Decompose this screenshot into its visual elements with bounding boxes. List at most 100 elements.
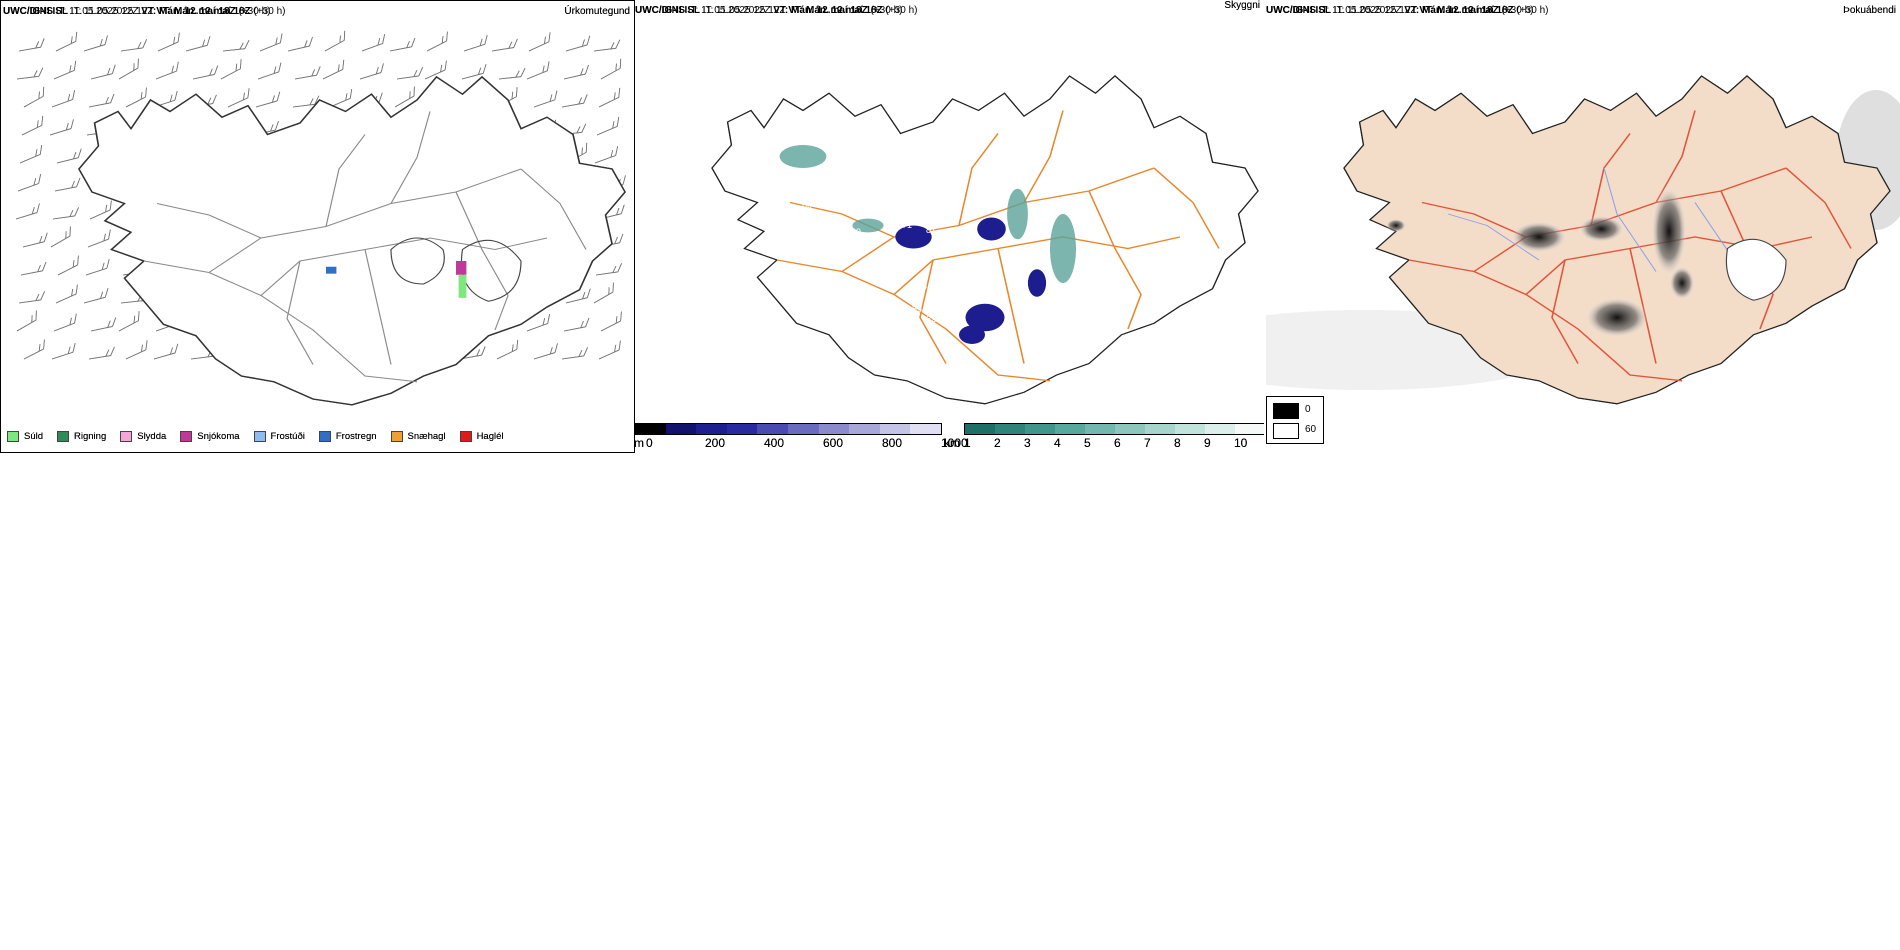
fog-panel-title: Þokuábendi [1843,5,1896,16]
legend-label: Snjókoma [197,431,240,442]
cloudbase-panel-header: UWC/IG-IS IT: 11.05.2025 12Z VT: Mán. 12… [635,5,902,16]
cb-value-label: 62 [926,314,936,324]
colorbar-m [634,423,942,435]
legend-label: Snjókoma [197,431,240,442]
cb-value-label: 94 [878,246,888,256]
colorbar-km-tick: 4 [1054,436,1061,450]
header-model: UWC/IG-IS [1266,5,1316,16]
colorbar-m-tick: 0 [646,436,653,450]
legend-label: Snæhagl [407,431,446,442]
legend-label: Haglél [476,431,504,442]
header-valid-time: Mán. 12.maí 18Z [791,5,868,16]
header-valid-time: Mán. 12.maí 18Z [174,6,251,17]
header-model: UWC/DINI ISL [3,6,68,17]
colorbar-km-unit: km [944,436,960,450]
colorbar-m-tick: 1000 [941,436,968,450]
cb-value-label: 715 [944,192,959,202]
legend-swatch [318,431,331,442]
colorbar-km-tick: 10 [1234,436,1248,450]
header-lead: (+30 h) [238,6,271,17]
legend-swatch [390,431,403,442]
colorbar-km-tick: 3 [1024,436,1031,450]
precip-cell-snow [455,261,467,275]
cb-value-label: 878 [912,281,927,291]
colorbar-km-tick: 4 [1054,436,1061,450]
colorbar-m-tick: 0 [646,436,653,450]
legend-label: Rigning [74,431,107,442]
legend-swatch [120,431,133,442]
header-lead: (+30 h) [885,5,918,16]
colorbar-m-tick: 400 [764,436,785,450]
header-init-time: 11.05.2025 12Z [1332,5,1402,16]
header-model: UWC/DINI ISL [635,5,700,16]
header-vt-label: VT: [156,6,172,17]
header-vt-label: VT: [141,6,157,17]
colorbar-km-tick: 9 [1204,436,1211,450]
cb-value-label: 75 [932,288,942,298]
header-model: UWC/DINI ISL [1266,5,1331,16]
colorbar-m-tick: 800 [882,436,903,450]
fog-map [1266,75,1900,405]
colorbar-km-tick: 1 [964,436,971,450]
cloudbase-panel-header: UWC/DINI ISL IT: 11.05.2025 12Z VT: Mán.… [635,5,917,16]
header-model: UWC/IG-IS [635,5,685,16]
legend-label: Slydda [137,431,167,442]
legend-item: Snæhagl [390,431,446,442]
header-valid-time: Mán. 12.maí 18Z [1422,5,1499,16]
fog-panel-header: UWC/IG-IS IT: 11.05.2025 12Z VT: Mán. 12… [1266,5,1533,16]
colorbar-m-tick: 600 [823,436,844,450]
colorbar-m-tick: 800 [882,436,903,450]
colorbar-km-tick: 8 [1174,436,1181,450]
header-it-label: IT: [1333,5,1345,16]
fog-legend: 0 60 [1266,396,1324,444]
legend-item: Súld [7,431,43,442]
colorbar-km-tick: 2 [994,436,1001,450]
legend-swatch [57,431,70,442]
precip-map [15,30,626,406]
colorbar-km-tick: 5 [1084,436,1091,450]
legend-item: Frostregn [318,431,377,442]
header-it-label: IT: [702,5,714,16]
header-init-time: 11.05.2025 12Z [1347,5,1417,16]
legend-label: Súld [24,431,44,442]
header-vt-label: VT: [773,5,789,16]
legend-item: Rigning [57,431,106,442]
fog-legend-dark-label: 0 [1305,404,1311,415]
precip-panel-header: UWC/DINI ISL IT: 11.05.2025 12Z VT: Mán.… [3,6,285,17]
header-vt-label: VT: [788,5,804,16]
cb-value-label: 49 [851,227,861,237]
fog-panel-header: UWC/DINI ISL IT: 11.05.2025 12Z VT: Mán.… [1266,5,1548,16]
colorbar-km-tick: 9 [1204,436,1211,450]
header-lead: (+30 h) [253,6,286,17]
legend-label: Frostúði [270,431,305,442]
header-init-time: 11.05.2025 12Z [69,6,139,17]
colorbar-m-tick: 1000 [941,436,968,450]
header-lead: (+30 h) [870,5,903,16]
colorbar-km-tick: 3 [1024,436,1031,450]
legend-label: Frostregn [335,431,377,442]
cloudbase-map: 715 71 94 81 49 190 878 75 55 62 44 66 [711,75,1259,405]
header-lead: (+30 h) [1516,5,1549,16]
legend-item: Frostúði [253,431,305,442]
colorbar-m-tick: 600 [823,436,844,450]
colorbar-km [964,423,1264,435]
colorbar-m-tick: 200 [705,436,726,450]
header-it-label: IT: [687,5,699,16]
legend-label: Haglél [476,431,504,442]
colorbar-km-tick: 7 [1144,436,1151,450]
precip-legend: Súld Rigning Slydda Snjókoma Frostúði Frostre… [7,431,518,442]
cloudbase-panel-title: Skyggni [1224,0,1260,11]
colorbar-km-tick: 5 [1084,436,1091,450]
fog-legend-light-label: 60 [1305,424,1317,435]
cloudbase-panel: UWC/DINI ISL IT: 11.05.2025 12Z VT: Mán.… [634,0,1264,456]
header-vt-label: VT: [1404,5,1420,16]
legend-label: Snæhagl [407,431,446,442]
cb-value-label: 44 [906,318,916,328]
precip-panel-title: Úrkomutegund [564,6,630,17]
precip-type-panel: UWC/DINI ISL IT: 11.05.2025 12Z VT: Mán.… [0,0,635,453]
cb-value-label: 66 [802,200,812,210]
colorbar-km-tick: 7 [1144,436,1151,450]
colorbar-m-tick: 200 [705,436,726,450]
colorbar-km-tick: 6 [1114,436,1121,450]
legend-item: Haglél [459,431,504,442]
